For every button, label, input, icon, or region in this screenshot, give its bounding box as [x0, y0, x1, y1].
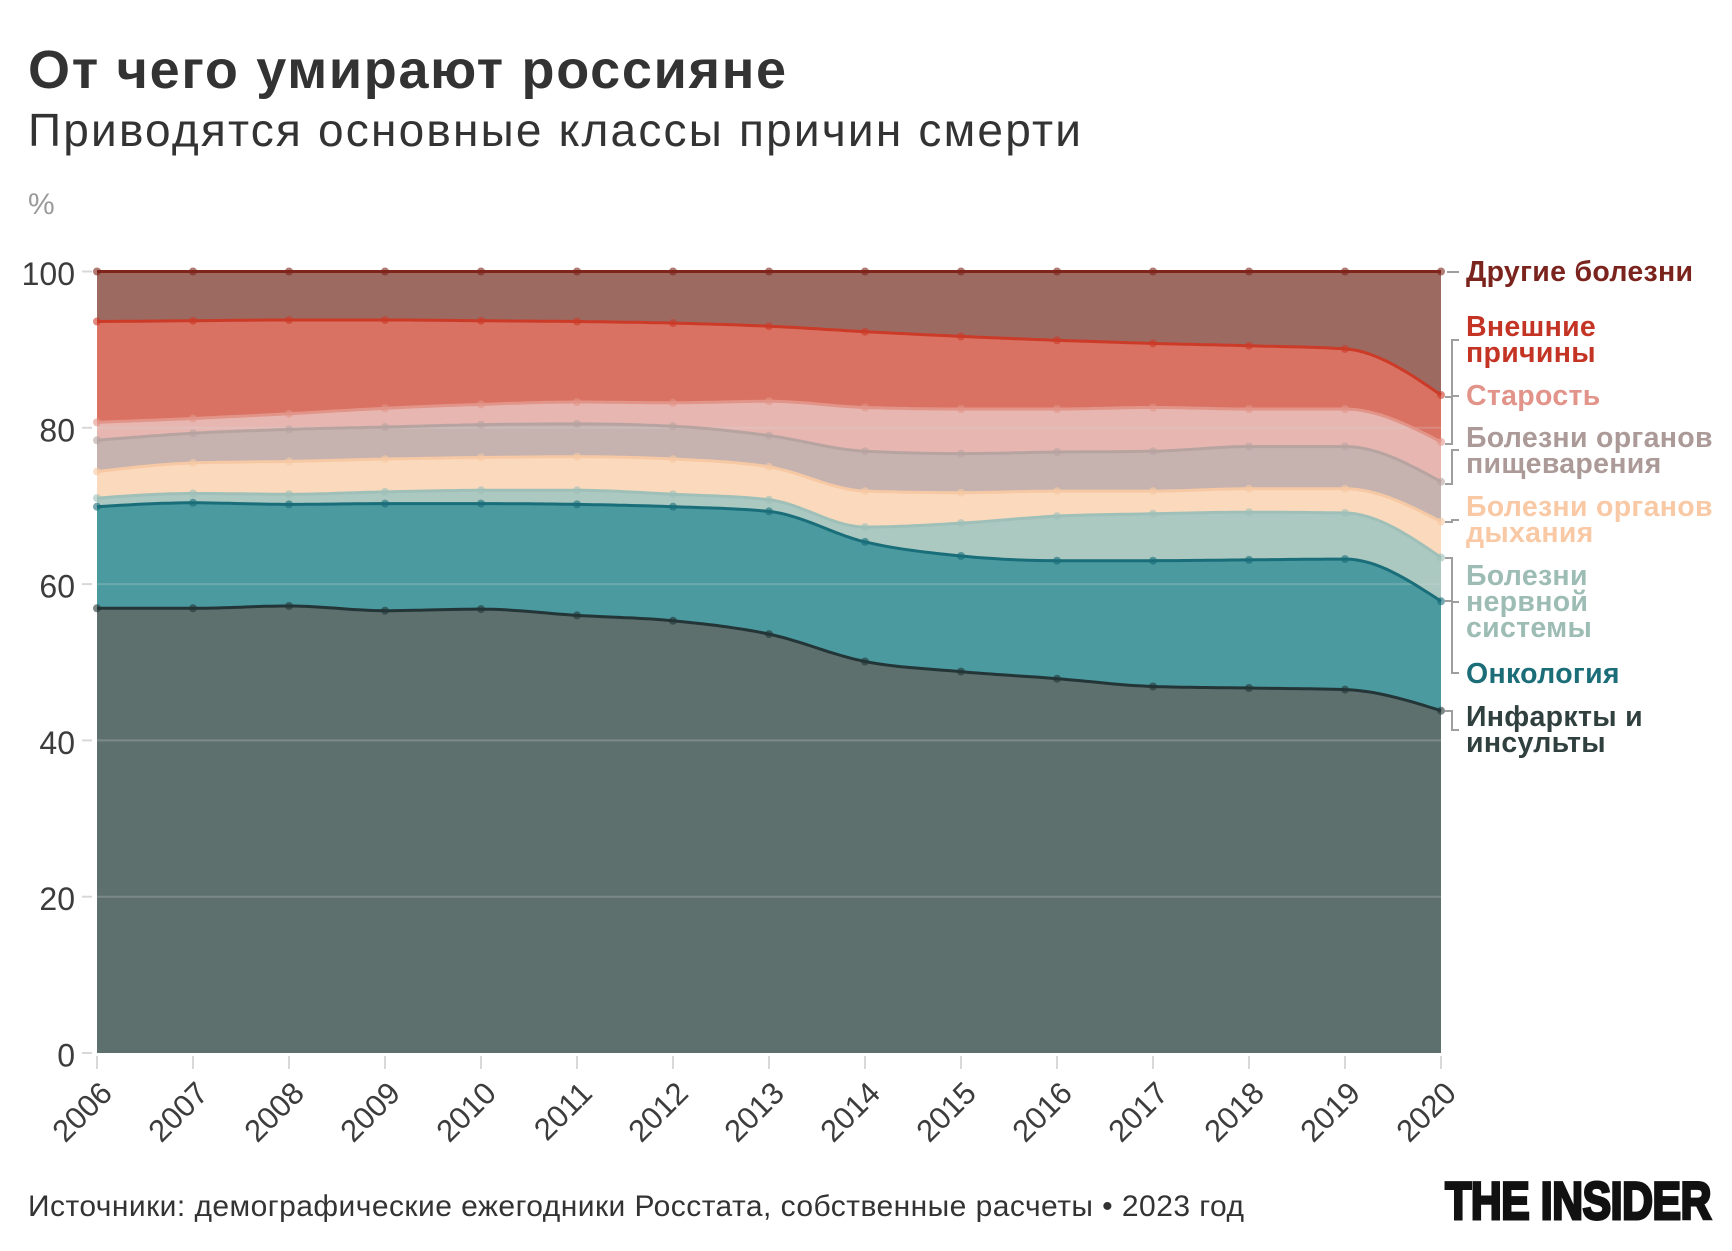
svg-text:Приводятся основные классы при: Приводятся основные классы причин смерти	[28, 104, 1083, 156]
svg-text:дыхания: дыхания	[1466, 517, 1594, 549]
svg-text:Болезни: Болезни	[1466, 560, 1588, 592]
svg-text:Источники: демографические еже: Источники: демографические ежегодники Ро…	[28, 1190, 1244, 1223]
svg-text:60: 60	[39, 569, 75, 605]
svg-text:Болезни органов: Болезни органов	[1466, 491, 1713, 523]
svg-text:100: 100	[22, 256, 75, 292]
svg-text:От чего умирают россияне: От чего умирают россияне	[28, 40, 788, 100]
svg-text:Онкология: Онкология	[1466, 658, 1620, 690]
svg-text:20: 20	[39, 881, 75, 917]
svg-text:Внешние: Внешние	[1466, 311, 1596, 343]
svg-text:40: 40	[39, 725, 75, 761]
svg-text:0: 0	[57, 1038, 75, 1074]
svg-text:нервной: нервной	[1466, 586, 1588, 618]
svg-text:THE INSIDER: THE INSIDER	[1445, 1172, 1711, 1231]
svg-text:Старость: Старость	[1466, 380, 1601, 412]
svg-text:системы: системы	[1466, 612, 1592, 644]
svg-text:Другие болезни: Другие болезни	[1466, 256, 1693, 288]
svg-text:пищеварения: пищеварения	[1466, 448, 1662, 480]
svg-text:Болезни органов: Болезни органов	[1466, 422, 1713, 454]
svg-text:инсульты: инсульты	[1466, 727, 1606, 759]
svg-text:%: %	[28, 188, 55, 221]
svg-text:80: 80	[39, 412, 75, 448]
svg-text:Инфаркты и: Инфаркты и	[1466, 701, 1643, 733]
svg-text:причины: причины	[1466, 337, 1596, 369]
